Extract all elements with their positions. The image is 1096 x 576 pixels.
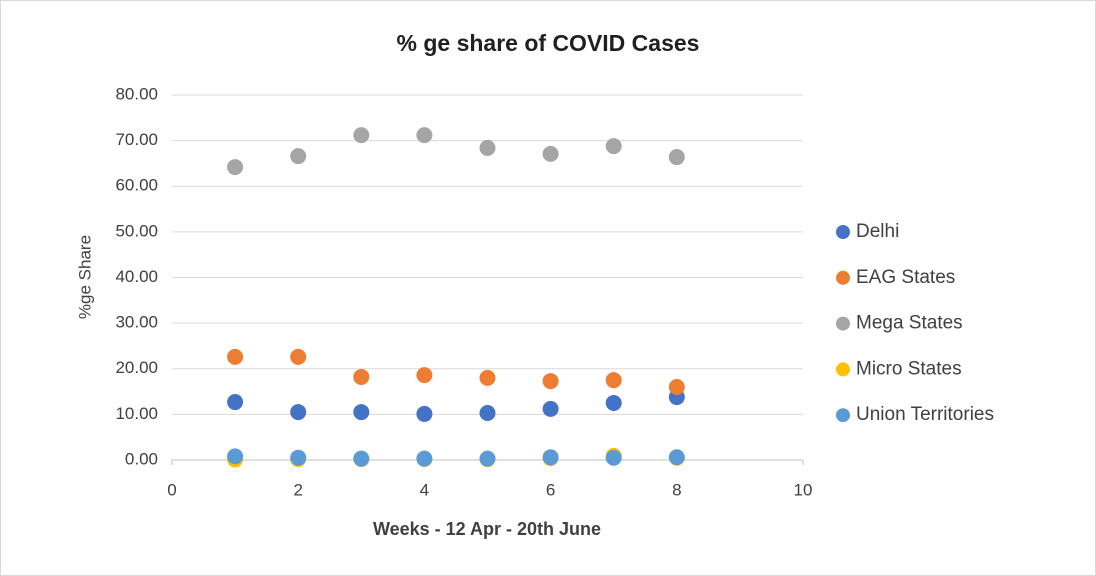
point <box>290 348 307 365</box>
point <box>290 148 307 165</box>
legend-marker <box>836 408 850 423</box>
point <box>605 449 622 466</box>
y-axis-label: %ge Share <box>75 235 94 319</box>
y-tick-label: 60.00 <box>115 176 158 195</box>
legend-label: Micro States <box>856 358 962 379</box>
y-tick-label: 70.00 <box>115 130 158 149</box>
point <box>416 450 433 467</box>
legend-marker <box>836 225 850 239</box>
y-tick-label: 50.00 <box>115 221 158 240</box>
legend-marker <box>836 362 850 377</box>
point <box>227 348 244 365</box>
point <box>353 404 370 421</box>
legend-label: Union Territories <box>856 404 994 425</box>
x-axis-label: Weeks - 12 Apr - 20th June <box>373 519 601 539</box>
point <box>542 400 559 417</box>
y-tick-label: 0.00 <box>125 449 158 468</box>
legend-label: EAG States <box>856 267 955 288</box>
x-tick-label: 8 <box>672 480 681 499</box>
x-tick-label: 4 <box>420 480 429 499</box>
legend-label: Mega States <box>856 313 963 334</box>
point <box>605 394 622 411</box>
x-tick-label: 6 <box>546 480 555 499</box>
point <box>353 127 370 144</box>
point <box>353 368 370 385</box>
x-tick-label: 10 <box>794 480 813 499</box>
point <box>227 159 244 176</box>
legend-label: Delhi <box>856 221 899 242</box>
chart-title: % ge share of COVID Cases <box>397 30 700 56</box>
point <box>479 369 496 386</box>
point <box>605 138 622 155</box>
point <box>353 450 370 467</box>
point <box>542 373 559 390</box>
x-tick-label: 0 <box>167 480 176 499</box>
point <box>290 404 307 421</box>
point <box>479 139 496 156</box>
y-tick-label: 30.00 <box>115 313 158 332</box>
point <box>668 449 685 466</box>
point <box>227 448 244 465</box>
point <box>479 405 496 422</box>
y-tick-label: 10.00 <box>115 404 158 423</box>
y-tick-label: 80.00 <box>115 84 158 103</box>
point <box>542 449 559 466</box>
point <box>479 450 496 467</box>
legend-marker <box>836 270 850 285</box>
point <box>416 367 433 384</box>
point <box>416 405 433 422</box>
point <box>416 127 433 144</box>
point <box>227 394 244 411</box>
x-tick-label: 2 <box>293 480 302 499</box>
point <box>290 449 307 466</box>
y-tick-label: 20.00 <box>115 358 158 377</box>
point <box>605 372 622 389</box>
point <box>542 145 559 162</box>
point <box>668 379 685 395</box>
y-tick-label: 40.00 <box>115 267 158 286</box>
point <box>668 149 685 166</box>
legend-marker <box>836 316 850 331</box>
